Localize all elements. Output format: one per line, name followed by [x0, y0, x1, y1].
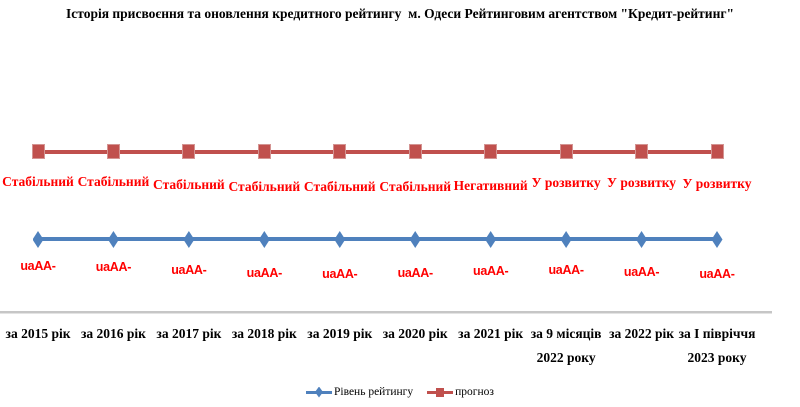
forecast-marker [408, 144, 422, 159]
forecast-marker [182, 144, 196, 159]
legend-label-rating: Рівень рейтингу [334, 386, 414, 398]
forecast-label: У розвитку [607, 175, 677, 190]
x-axis-category-label: за 2018 рік [231, 326, 297, 341]
rating-marker [334, 231, 346, 248]
x-axis-category-label: за 2016 рік [80, 326, 146, 341]
forecast-marker [106, 144, 120, 159]
forecast-label: Стабільний [153, 177, 225, 192]
forecast-series-line [38, 150, 717, 154]
rating-marker [409, 231, 421, 248]
rating-series-line [38, 237, 717, 241]
diamond-marker-icon [315, 386, 323, 398]
forecast-label: У розвитку [531, 175, 601, 190]
x-axis-category-label: за 9 місяців 2022 року [530, 326, 602, 365]
x-axis-category-label: за 2022 рік [609, 326, 675, 341]
rating-label: uaAA- [171, 263, 207, 277]
rating-marker [258, 231, 270, 248]
forecast-marker [31, 144, 45, 159]
rating-marker [711, 231, 723, 248]
rating-label: uaAA- [548, 263, 584, 277]
forecast-series-swatch-icon [427, 387, 454, 397]
forecast-marker [257, 144, 271, 159]
rating-label: uaAA- [95, 260, 132, 274]
x-axis-category-label: за 2021 рік [458, 326, 524, 341]
forecast-marker [559, 144, 573, 159]
forecast-label: Стабільний [379, 179, 452, 194]
rating-marker [183, 231, 195, 248]
legend: Рівень рейтингу прогноз [0, 382, 800, 402]
forecast-label: Стабільний [303, 179, 376, 194]
rating-marker [636, 231, 648, 248]
rating-label: uaAA- [623, 265, 660, 279]
forecast-label: Негативний [453, 178, 528, 193]
x-axis-category-label: за 2019 рік [307, 326, 373, 341]
forecast-label: Стабільний [2, 174, 74, 189]
x-axis-category-label: за 2015 рік [5, 326, 71, 341]
rating-series-swatch-icon [306, 386, 332, 398]
forecast-marker [635, 144, 649, 159]
rating-label: uaAA- [397, 266, 434, 280]
chart-title: Історія присвоєння та оновлення кредитно… [66, 6, 734, 21]
forecast-label: Стабільний [228, 179, 301, 194]
legend-item-rating: Рівень рейтингу [306, 386, 413, 398]
rating-label: uaAA- [322, 267, 358, 281]
x-axis-line [0, 311, 772, 314]
forecast-marker [710, 144, 724, 159]
square-marker-icon [436, 387, 445, 397]
rating-label: uaAA- [20, 259, 56, 273]
rating-label: uaAA- [246, 266, 283, 280]
legend-item-forecast: прогноз [427, 386, 494, 398]
forecast-marker [484, 144, 498, 159]
x-axis-category-label: за І півріччя 2023 року [678, 326, 756, 365]
rating-marker [485, 231, 497, 248]
x-axis-category-label: за 2020 рік [382, 326, 448, 341]
x-axis-category-label: за 2017 рік [156, 326, 222, 341]
rating-marker [32, 231, 44, 248]
rating-marker [107, 231, 119, 248]
rating-label: uaAA- [699, 267, 735, 281]
forecast-label: У розвитку [682, 176, 752, 191]
rating-marker [560, 231, 572, 248]
forecast-label: Стабільний [77, 174, 150, 189]
legend-label-forecast: прогноз [455, 386, 494, 398]
forecast-marker [333, 144, 347, 159]
rating-label: uaAA- [473, 264, 509, 278]
